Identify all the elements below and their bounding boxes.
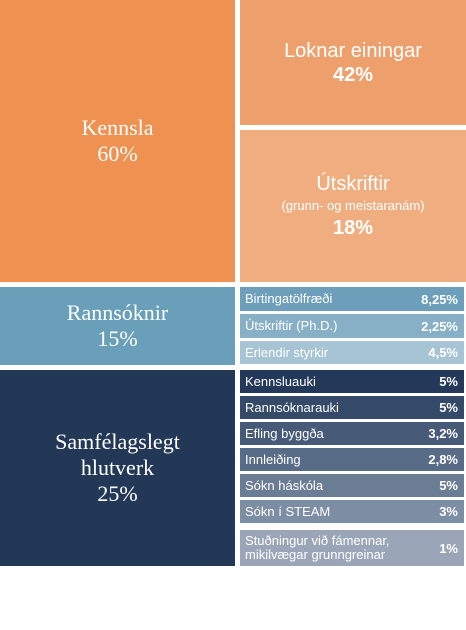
label: Sókn í STEAM — [245, 503, 331, 519]
share: 3% — [439, 504, 458, 519]
label: Loknar einingar — [284, 39, 422, 62]
label: Innleiðing — [245, 451, 301, 467]
label: Efling byggða — [245, 425, 324, 441]
label: Erlendir styrkir — [245, 344, 329, 360]
row: Kennsluauki 5% — [240, 370, 464, 393]
label: Sókn háskóla — [245, 477, 324, 493]
share: 25% — [97, 481, 138, 506]
share: 2,8% — [428, 452, 458, 467]
label: Samfélagslegt hlutverk — [55, 429, 180, 480]
block: Rannsóknir 15% — [0, 287, 235, 365]
note: (grunn- og meistaranám) — [281, 198, 425, 213]
row: Sókn háskóla 5% — [240, 474, 464, 497]
label: Rannsóknir — [66, 300, 169, 325]
block: Loknar einingar 42% — [240, 0, 466, 125]
share: 3,2% — [428, 426, 458, 441]
row: Efling byggða 3,2% — [240, 422, 464, 445]
row: Rannsóknarauki 5% — [240, 396, 464, 419]
row: Stuðningur við fámennar, mikilvægar grun… — [240, 530, 464, 566]
share: 60% — [97, 141, 138, 166]
share: 15% — [97, 326, 138, 351]
label: Stuðningur við fámennar, mikilvægar grun… — [245, 533, 390, 562]
share: 18% — [332, 217, 374, 239]
row: Sókn í STEAM 3% — [240, 500, 464, 523]
label: Útskriftir — [316, 173, 390, 195]
share: 4,5% — [428, 345, 458, 360]
row: Útskriftir (Ph.D.) 2,25% — [240, 314, 464, 338]
share: 5% — [439, 478, 458, 493]
share: 5% — [439, 374, 458, 389]
share: 2,25% — [421, 318, 458, 334]
label: Útskriftir (Ph.D.) — [245, 318, 338, 333]
share: 5% — [439, 400, 458, 415]
row: Birtingatölfræði 8,25% — [240, 287, 464, 311]
label: Birtingatölfræði — [245, 291, 333, 306]
label: Rannsóknarauki — [245, 399, 339, 415]
label: Kennsluauki — [245, 373, 316, 389]
share: 8,25% — [421, 291, 458, 307]
label: Kennsla — [81, 115, 154, 140]
block: Kennsla 60% — [0, 0, 235, 282]
share: 1% — [439, 540, 458, 556]
block: Útskriftir (grunn- og meistaranám) 18% — [240, 130, 466, 282]
share: 42% — [332, 63, 374, 86]
row: Innleiðing 2,8% — [240, 448, 464, 471]
block: Samfélagslegt hlutverk 25% — [0, 370, 235, 566]
row: Erlendir styrkir 4,5% — [240, 341, 464, 364]
